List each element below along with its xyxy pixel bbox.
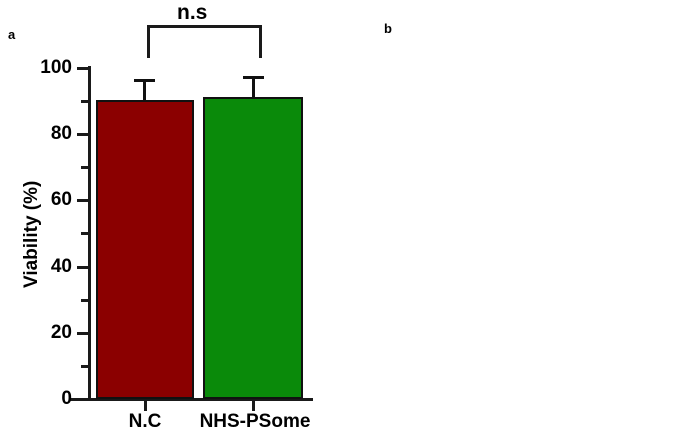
panel-a-error-bar-nc-stem [143,79,146,102]
panel-a-x-tick-nc [144,401,147,411]
panel-a-x-tick-nhs-psome [252,401,255,411]
panel-a-significance-bracket-top [147,25,262,28]
panel-a-significance-bracket-left-leg [147,25,150,58]
panel-a-y-minor-tick [81,100,89,103]
panel-a-label: a [8,27,16,42]
panel-a-x-tick-label-nhs-psome: NHS-PSome [199,411,311,432]
panel-a-error-bar-nhs-psome-stem [252,76,255,99]
panel-a-y-tick-label-40: 40 [50,256,72,277]
panel-a-y-minor-tick [81,299,89,302]
panel-a-y-minor-tick [81,166,89,169]
panel-a-bar-nc [96,100,194,399]
panel-a-y-tick-60 [77,199,89,202]
panel-a-y-tick-20 [77,332,89,335]
panel-b: b n.s SI 3.5 3.0 2.5 2.0 1.5 1.0 0.5 0.0 [343,0,685,435]
panel-a-y-tick-label-60: 60 [50,189,72,210]
panel-a-y-tick-label-20: 20 [50,322,72,343]
panel-a-significance-bracket-right-leg [259,25,262,58]
panel-a-y-tick-label-100: 100 [40,57,72,78]
panel-a-y-tick-40 [77,266,89,269]
panel-a: a n.s Viability (%) 100 80 60 40 20 0 [8,1,313,432]
panel-a-y-axis-line [88,66,91,401]
panel-a-bar-nhs-psome [203,97,303,399]
panel-a-significance-label: n.s [177,1,208,24]
panel-a-error-bar-nc-cap [134,79,155,82]
panel-a-x-tick-label-nc: N.C [128,411,162,432]
panel-a-y-minor-tick [81,365,89,368]
panel-a-x-axis-line [70,398,313,401]
panel-a-y-tick-80 [77,133,89,136]
panel-a-y-tick-100 [77,67,89,70]
panel-b-label: b [384,21,392,36]
panel-a-y-minor-tick [81,232,89,235]
panel-a-error-bar-nhs-psome-cap [243,76,264,79]
panel-a-y-tick-label-80: 80 [50,123,72,144]
panel-a-y-tick-0 [77,398,89,401]
panel-a-y-tick-label-0: 0 [61,388,72,409]
